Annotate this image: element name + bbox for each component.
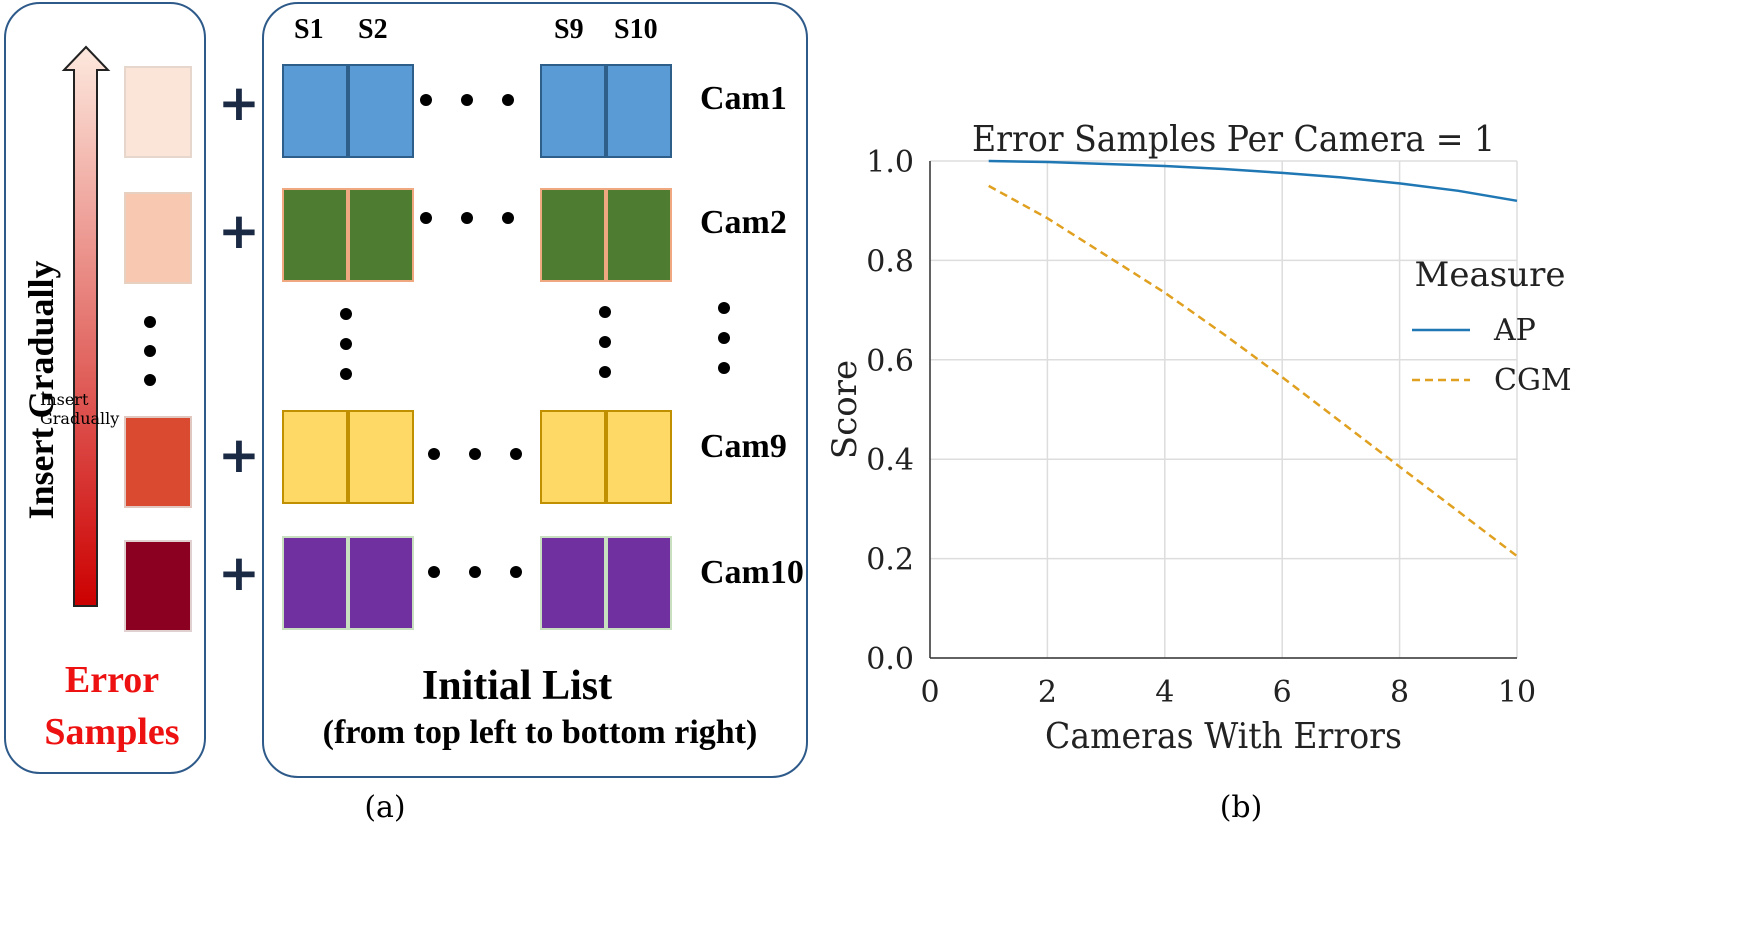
sample-block (606, 536, 672, 630)
sample-block (282, 188, 348, 282)
column-header-s2: S2 (358, 14, 388, 45)
ellipsis-dot (420, 212, 432, 224)
initial-list-title: Initial List (421, 663, 613, 709)
ellipsis-dot (718, 302, 730, 314)
series-line-ap (988, 159, 1518, 203)
y-tick-label: 0.0 (866, 642, 914, 677)
plus-sign: + (218, 74, 260, 132)
plus-sign: + (218, 426, 260, 484)
ellipsis-dot (144, 374, 156, 386)
row-label-cam2: Cam2 (700, 204, 787, 241)
error-samples-panel (4, 2, 206, 774)
ellipsis-dot (510, 566, 522, 578)
y-tick-label: 0.4 (866, 443, 914, 478)
sample-block (282, 410, 348, 504)
ellipsis-dot (469, 566, 481, 578)
ellipsis-dot (340, 308, 352, 320)
x-tick-label: 10 (1498, 675, 1536, 710)
x-tick-label: 8 (1390, 675, 1409, 710)
sample-block (606, 410, 672, 504)
ellipsis-dot (469, 448, 481, 460)
column-header-s1: S1 (294, 14, 324, 45)
row-label-cam10: Cam10 (700, 554, 804, 591)
insert-gradually-text: Insert Gradually (21, 260, 61, 520)
plus-sign: + (218, 202, 260, 260)
ellipsis-dot (510, 448, 522, 460)
ellipsis-dot (599, 336, 611, 348)
x-axis-label: Cameras With Errors (1045, 716, 1402, 758)
y-axis-label: Score (825, 360, 865, 459)
ellipsis-dot (461, 212, 473, 224)
error-swatch-4 (124, 540, 192, 632)
sample-block (282, 536, 348, 630)
sample-block (282, 64, 348, 158)
insert-gradually-arrow (61, 45, 111, 607)
ellipsis-dot (428, 566, 440, 578)
sample-block (606, 64, 672, 158)
column-header-s9: S9 (554, 14, 584, 45)
x-tick-label: 0 (920, 675, 939, 710)
ellipsis-dot (502, 94, 514, 106)
row-label-cam1: Cam1 (700, 80, 787, 117)
ellipsis-dot (718, 332, 730, 344)
ellipsis-dot (502, 212, 514, 224)
sample-block (540, 410, 606, 504)
x-tick-label: 6 (1273, 675, 1292, 710)
sample-block (540, 536, 606, 630)
error-samples-title: Error Samples (44, 659, 180, 753)
chart-title: Error Samples Per Camera = 1 (972, 119, 1495, 161)
sample-block (348, 536, 414, 630)
series-line-cgm (988, 184, 1518, 558)
ellipsis-dot (599, 366, 611, 378)
y-tick-label: 0.2 (866, 543, 914, 578)
y-tick-label: 0.8 (866, 244, 914, 279)
error-swatch-2 (124, 192, 192, 284)
sample-block (540, 64, 606, 158)
sample-block (606, 188, 672, 282)
x-tick-label: 4 (1155, 675, 1174, 710)
line-chart: 0 2 4 6 8 10 0.0 0.2 0.4 0.6 0.8 1.0 Error Samples P… (825, 119, 1572, 758)
sample-block (540, 188, 606, 282)
ellipsis-dot (144, 345, 156, 357)
ellipsis-dot (599, 306, 611, 318)
legend-title: Measure (1415, 255, 1566, 295)
plus-sign: + (218, 544, 260, 602)
initial-list-subtitle: (from top left to bottom right) (322, 714, 758, 751)
legend-label-cgm: CGM (1494, 363, 1572, 398)
caption-a: (a) (364, 790, 406, 825)
row-label-cam9: Cam9 (700, 428, 787, 465)
sample-block (348, 188, 414, 282)
ellipsis-dot (340, 338, 352, 350)
sample-block (348, 64, 414, 158)
error-swatch-3 (124, 416, 192, 508)
caption-b: (b) (1219, 790, 1263, 825)
ellipsis-dot (420, 94, 432, 106)
column-header-s10: S10 (614, 14, 658, 45)
legend-label-ap: AP (1493, 313, 1536, 348)
ellipsis-dot (461, 94, 473, 106)
sample-block (348, 410, 414, 504)
ellipsis-dot (718, 362, 730, 374)
ellipsis-dot (144, 316, 156, 328)
x-tick-label: 2 (1038, 675, 1057, 710)
y-tick-label: 0.6 (866, 344, 914, 379)
initial-list-panel (262, 2, 808, 778)
y-tick-label: 1.0 (866, 145, 914, 180)
ellipsis-dot (340, 368, 352, 380)
ellipsis-dot (428, 448, 440, 460)
error-swatch-1 (124, 66, 192, 158)
